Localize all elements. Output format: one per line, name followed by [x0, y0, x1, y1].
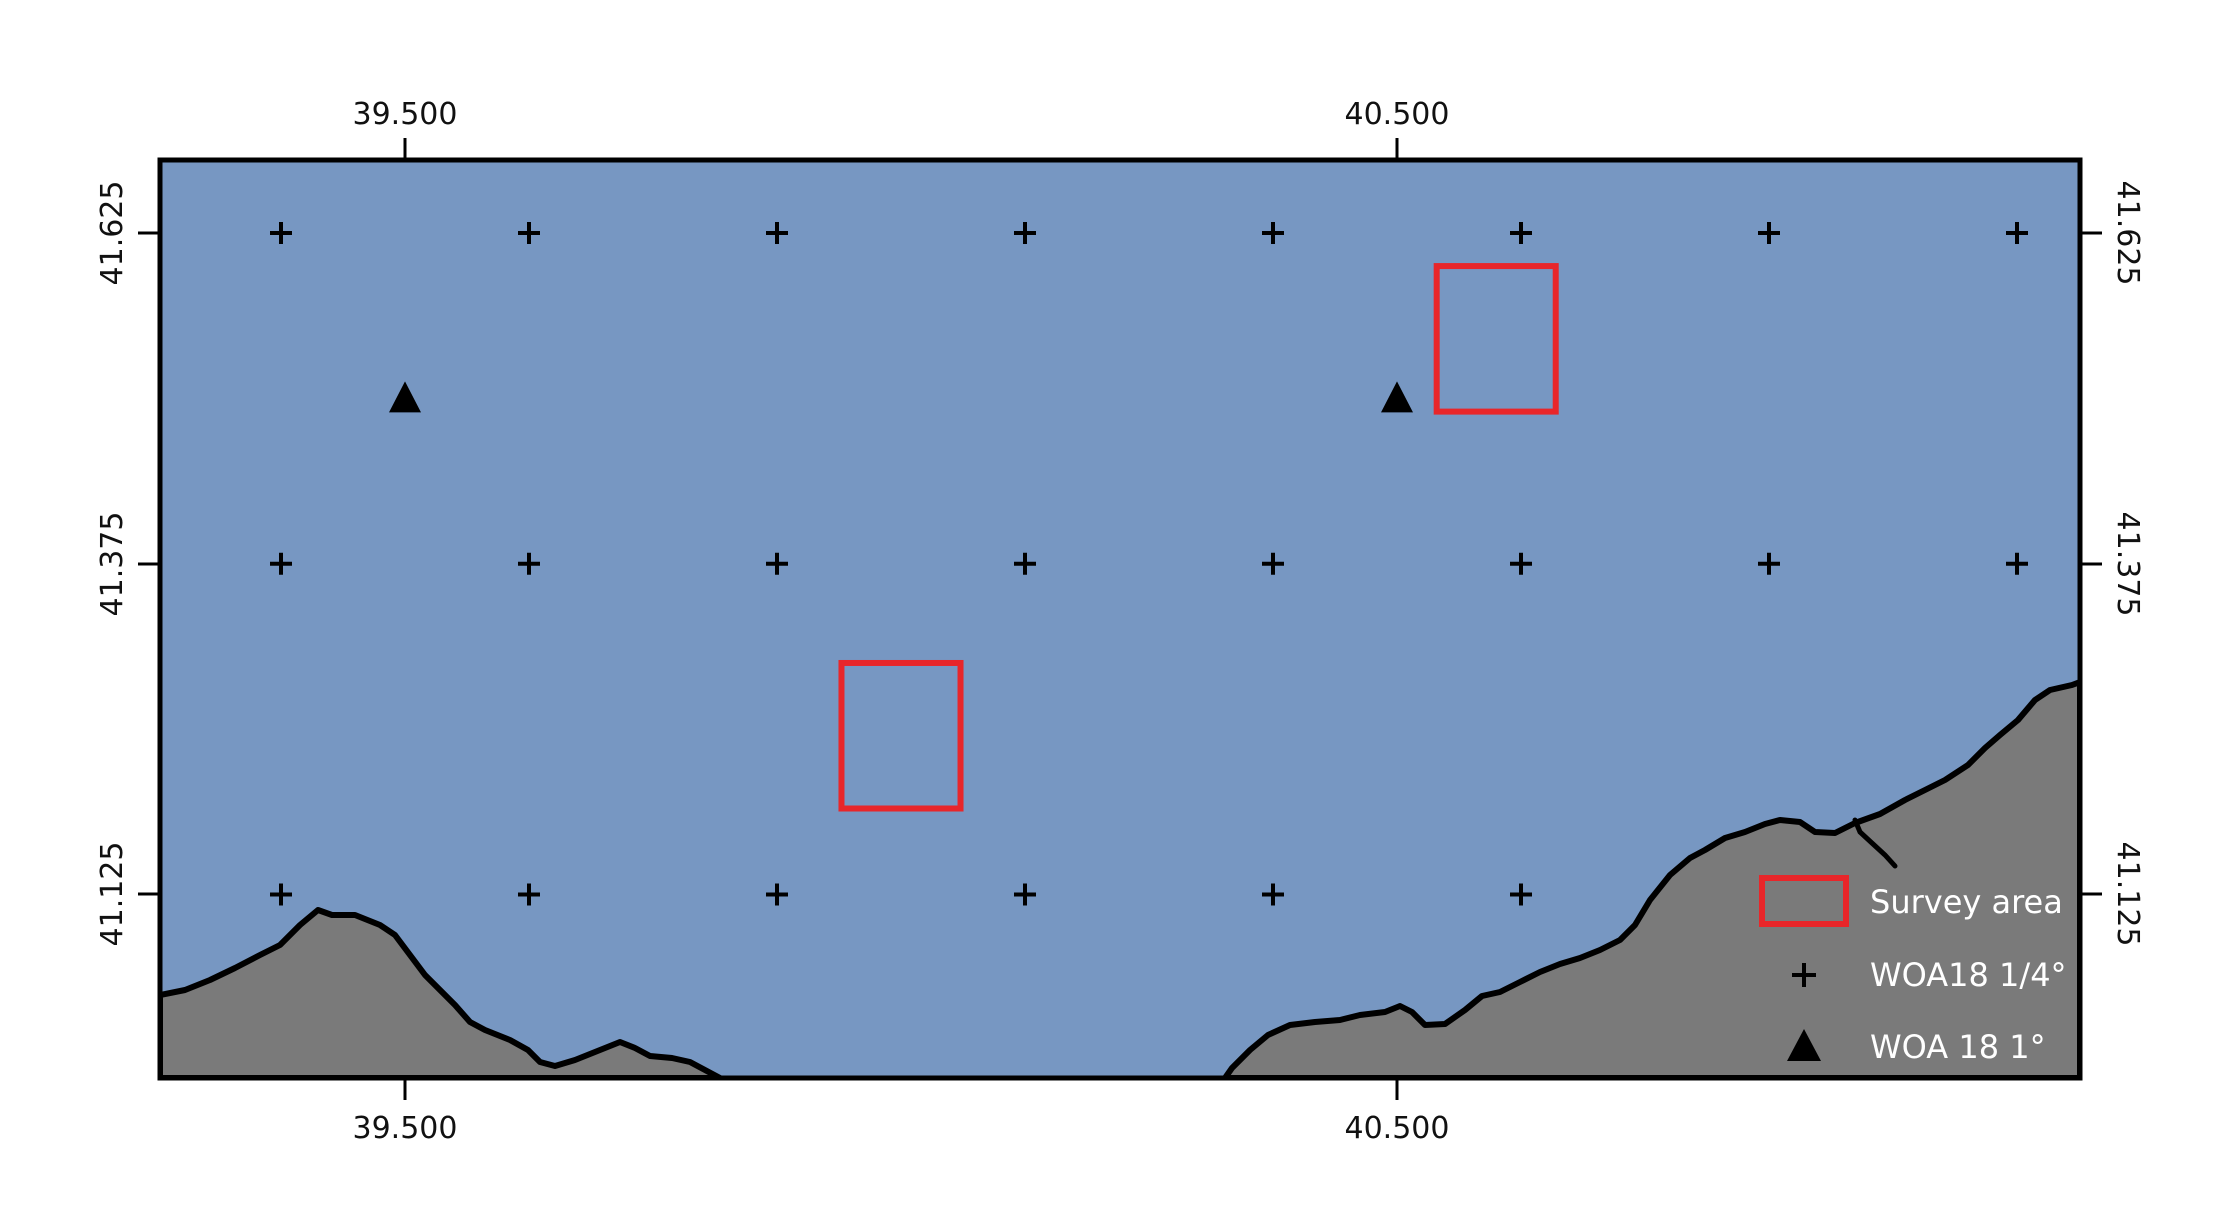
lat-tick-label: 41.625 — [2110, 181, 2145, 286]
lon-tick-label: 40.500 — [1345, 97, 1450, 132]
lat-tick-label: 41.375 — [95, 512, 130, 617]
lat-tick-label: 41.625 — [95, 181, 130, 286]
legend-label-survey-area: Survey area — [1870, 883, 2063, 921]
legend-label-one-degree: WOA 18 1° — [1870, 1028, 2046, 1066]
lat-axis-left: 41.625 41.375 41.125 — [95, 181, 160, 947]
lon-tick-label: 39.500 — [353, 97, 458, 132]
legend-label-quarter-degree: WOA18 1/4° — [1870, 956, 2067, 994]
lon-tick-label: 40.500 — [1345, 1111, 1450, 1146]
lon-axis-bottom: 39.500 40.500 — [353, 1078, 1450, 1146]
lat-axis-right: 41.625 41.375 41.125 — [2080, 181, 2145, 947]
lat-tick-label: 41.375 — [2110, 512, 2145, 617]
lon-tick-label: 39.500 — [353, 1111, 458, 1146]
lat-tick-label: 41.125 — [95, 842, 130, 947]
lon-axis-top: 39.500 40.500 — [353, 97, 1450, 160]
lat-tick-label: 41.125 — [2110, 842, 2145, 947]
